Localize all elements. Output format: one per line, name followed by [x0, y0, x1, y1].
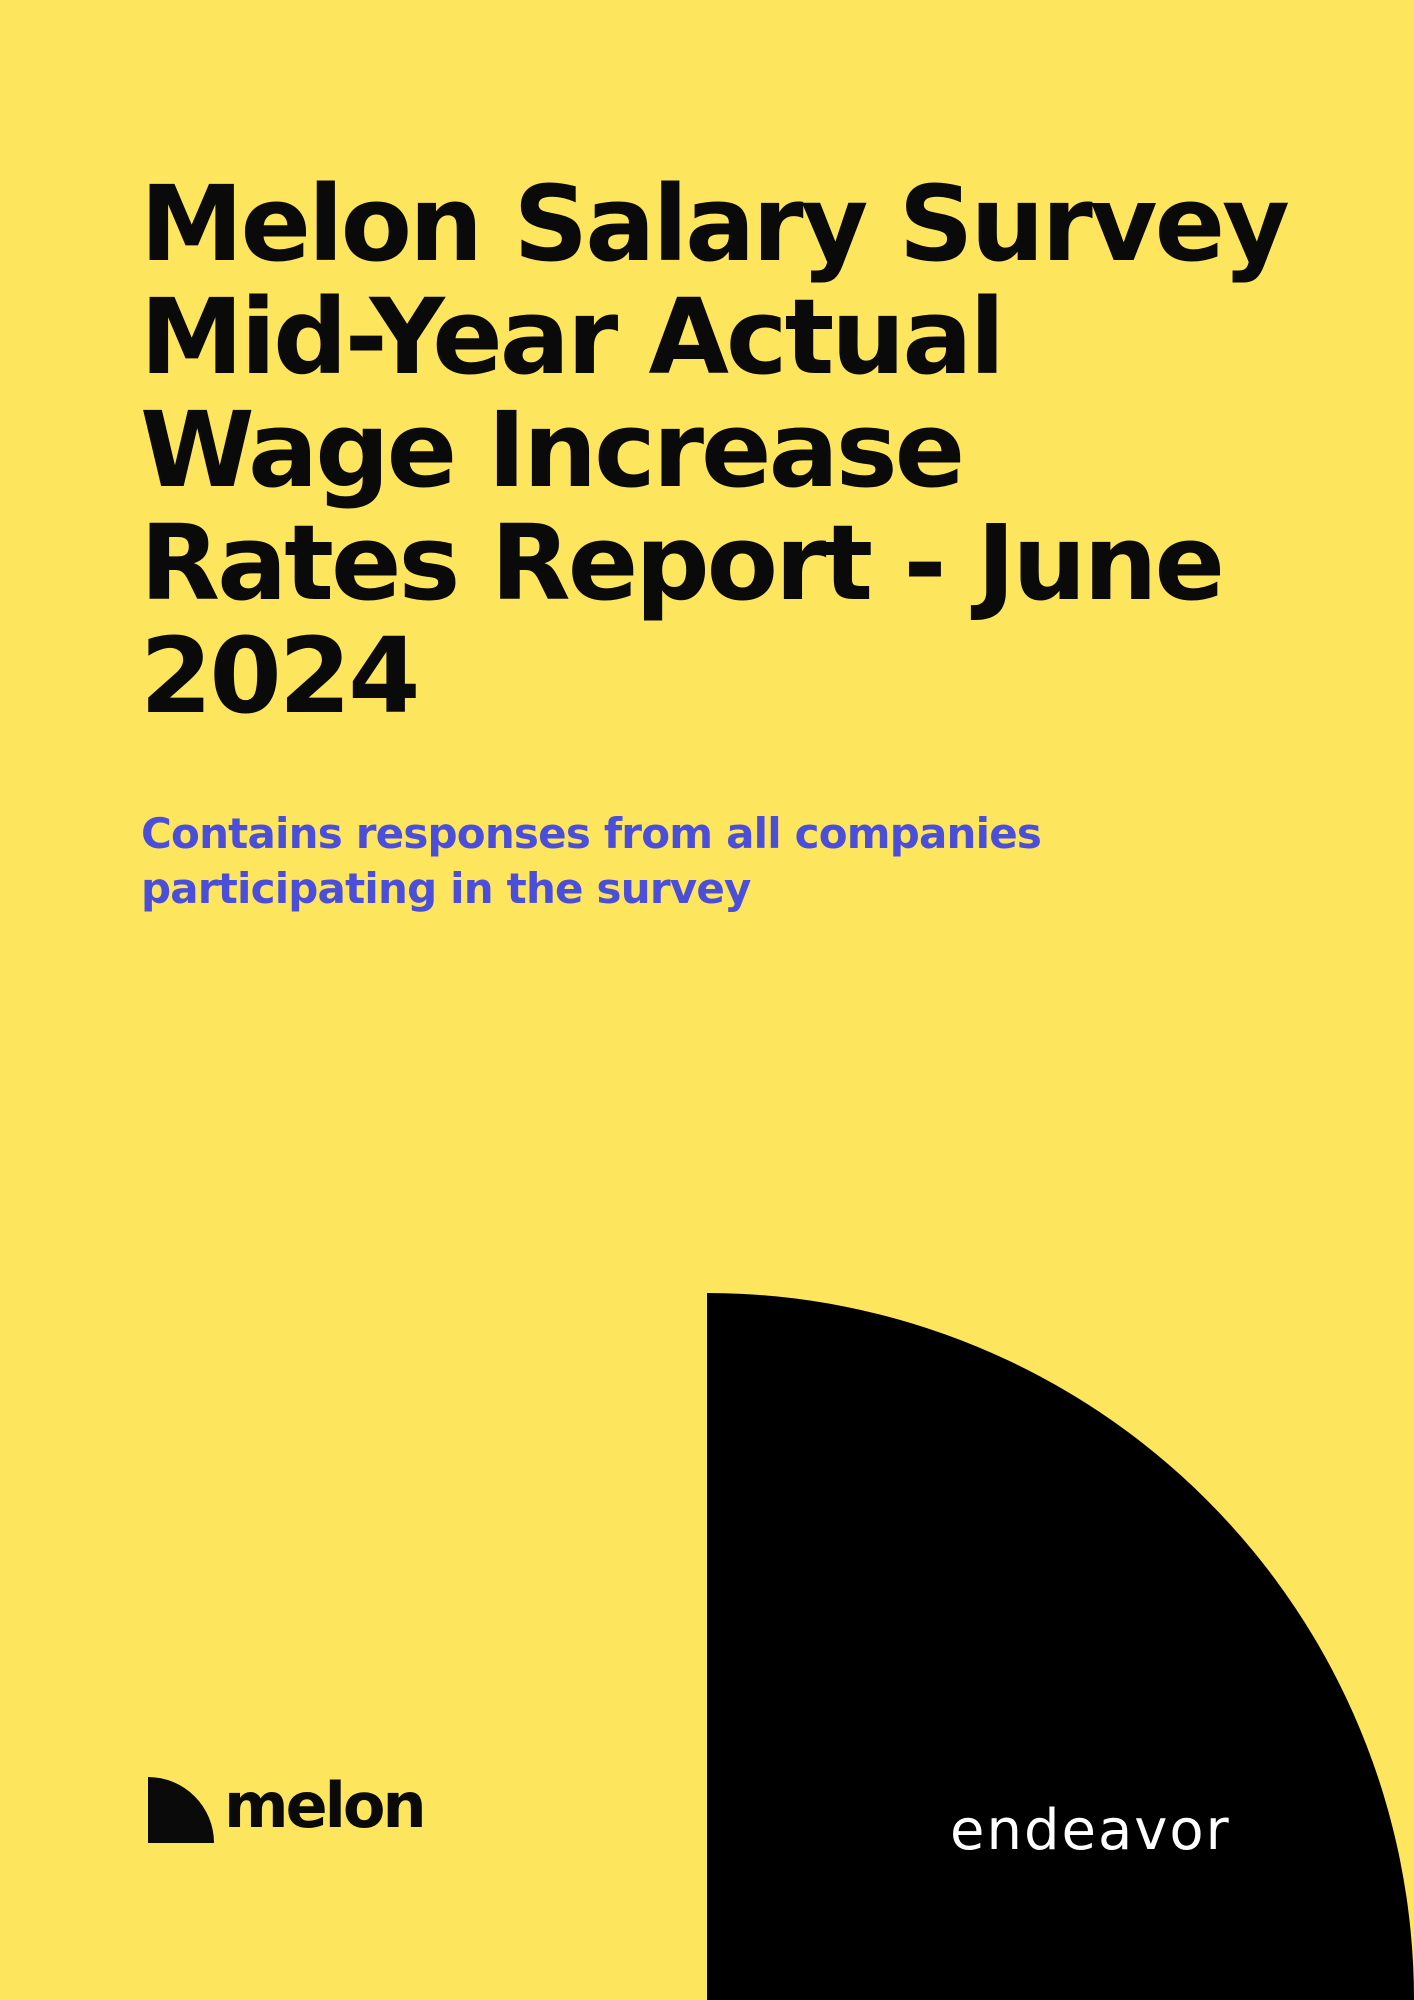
- report-subtitle: Contains responses from all companies pa…: [141, 806, 1141, 916]
- melon-wordmark: melon: [224, 1769, 427, 1842]
- endeavor-logo: endeavor: [950, 1798, 1231, 1863]
- report-title: Melon Salary Survey Mid-Year Actual Wage…: [140, 168, 1340, 733]
- report-title-line: Rates Report - June: [140, 502, 1225, 624]
- report-title-line: Mid-Year Actual: [140, 276, 1005, 398]
- melon-logo: melon: [148, 1773, 427, 1843]
- decorative-quarter-circle: [707, 1293, 1414, 2000]
- melon-quarter-circle-icon: [148, 1777, 214, 1843]
- report-title-line: Melon Salary Survey: [140, 163, 1290, 285]
- report-title-line: Wage Increase: [140, 389, 965, 511]
- report-subtitle-line: participating in the survey: [141, 864, 751, 913]
- report-subtitle-line: Contains responses from all companies: [141, 809, 1042, 858]
- report-title-line: 2024: [140, 615, 420, 737]
